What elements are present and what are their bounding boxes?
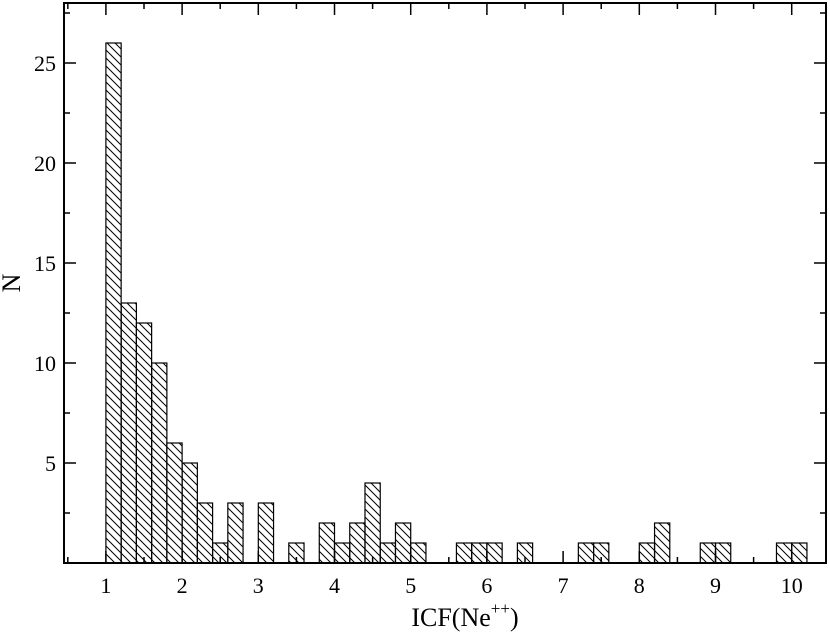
histogram-bar xyxy=(257,502,275,564)
histogram-bar xyxy=(364,482,381,564)
plot-frame xyxy=(63,2,827,564)
x-tick-label: 10 xyxy=(781,573,803,598)
histogram-bar xyxy=(120,302,137,564)
x-axis-label-main: ICF(Ne xyxy=(411,603,490,632)
x-tick-label: 7 xyxy=(558,573,569,598)
histogram-bar xyxy=(105,42,122,564)
histogram-bar xyxy=(653,522,671,564)
histogram-bar xyxy=(699,542,717,564)
histogram-bar xyxy=(394,522,412,564)
histogram-bar xyxy=(181,462,198,564)
x-tick-label: 3 xyxy=(253,573,264,598)
y-tick-label: 25 xyxy=(34,51,56,76)
histogram-bar xyxy=(775,542,793,564)
histogram-bar xyxy=(196,502,214,564)
x-tick-label: 8 xyxy=(634,573,645,598)
x-axis-label: ICF(Ne++) xyxy=(411,599,518,632)
tick-labels: 1 2 3 4 5 6 7 8 9 10 5 10 15 20 25 xyxy=(34,51,803,598)
x-tick-label: 2 xyxy=(177,573,188,598)
x-tick-label: 6 xyxy=(481,573,492,598)
histogram-bar xyxy=(638,542,656,564)
x-tick-label: 5 xyxy=(405,573,416,598)
x-axis-label-suffix: ) xyxy=(510,603,519,632)
y-tick-label: 10 xyxy=(34,351,56,376)
x-tick-label: 1 xyxy=(100,573,111,598)
histogram-bars xyxy=(105,42,808,564)
histogram-bar xyxy=(455,542,473,564)
histogram-bar xyxy=(577,542,595,564)
histogram-bar xyxy=(349,522,366,564)
histogram-bar xyxy=(135,322,153,564)
histogram-bar xyxy=(166,442,183,564)
histogram-bar xyxy=(318,522,336,564)
histogram-bar xyxy=(791,542,808,564)
histogram-bar xyxy=(379,542,397,564)
axis-ticks xyxy=(64,3,826,563)
histogram-bar xyxy=(714,542,732,564)
histogram-bar xyxy=(333,542,351,564)
x-tick-label: 9 xyxy=(710,573,721,598)
y-tick-label: 15 xyxy=(34,251,56,276)
histogram-bar xyxy=(227,502,244,564)
x-tick-label: 4 xyxy=(329,573,340,598)
histogram-bar xyxy=(151,362,168,564)
histogram-bar xyxy=(471,542,488,564)
y-tick-label: 20 xyxy=(34,151,56,176)
histogram-bar xyxy=(486,542,503,564)
y-axis-label: N xyxy=(0,273,26,292)
x-axis-label-superscript: ++ xyxy=(491,599,510,618)
histogram-bar xyxy=(410,542,427,564)
y-tick-label: 5 xyxy=(45,451,56,476)
